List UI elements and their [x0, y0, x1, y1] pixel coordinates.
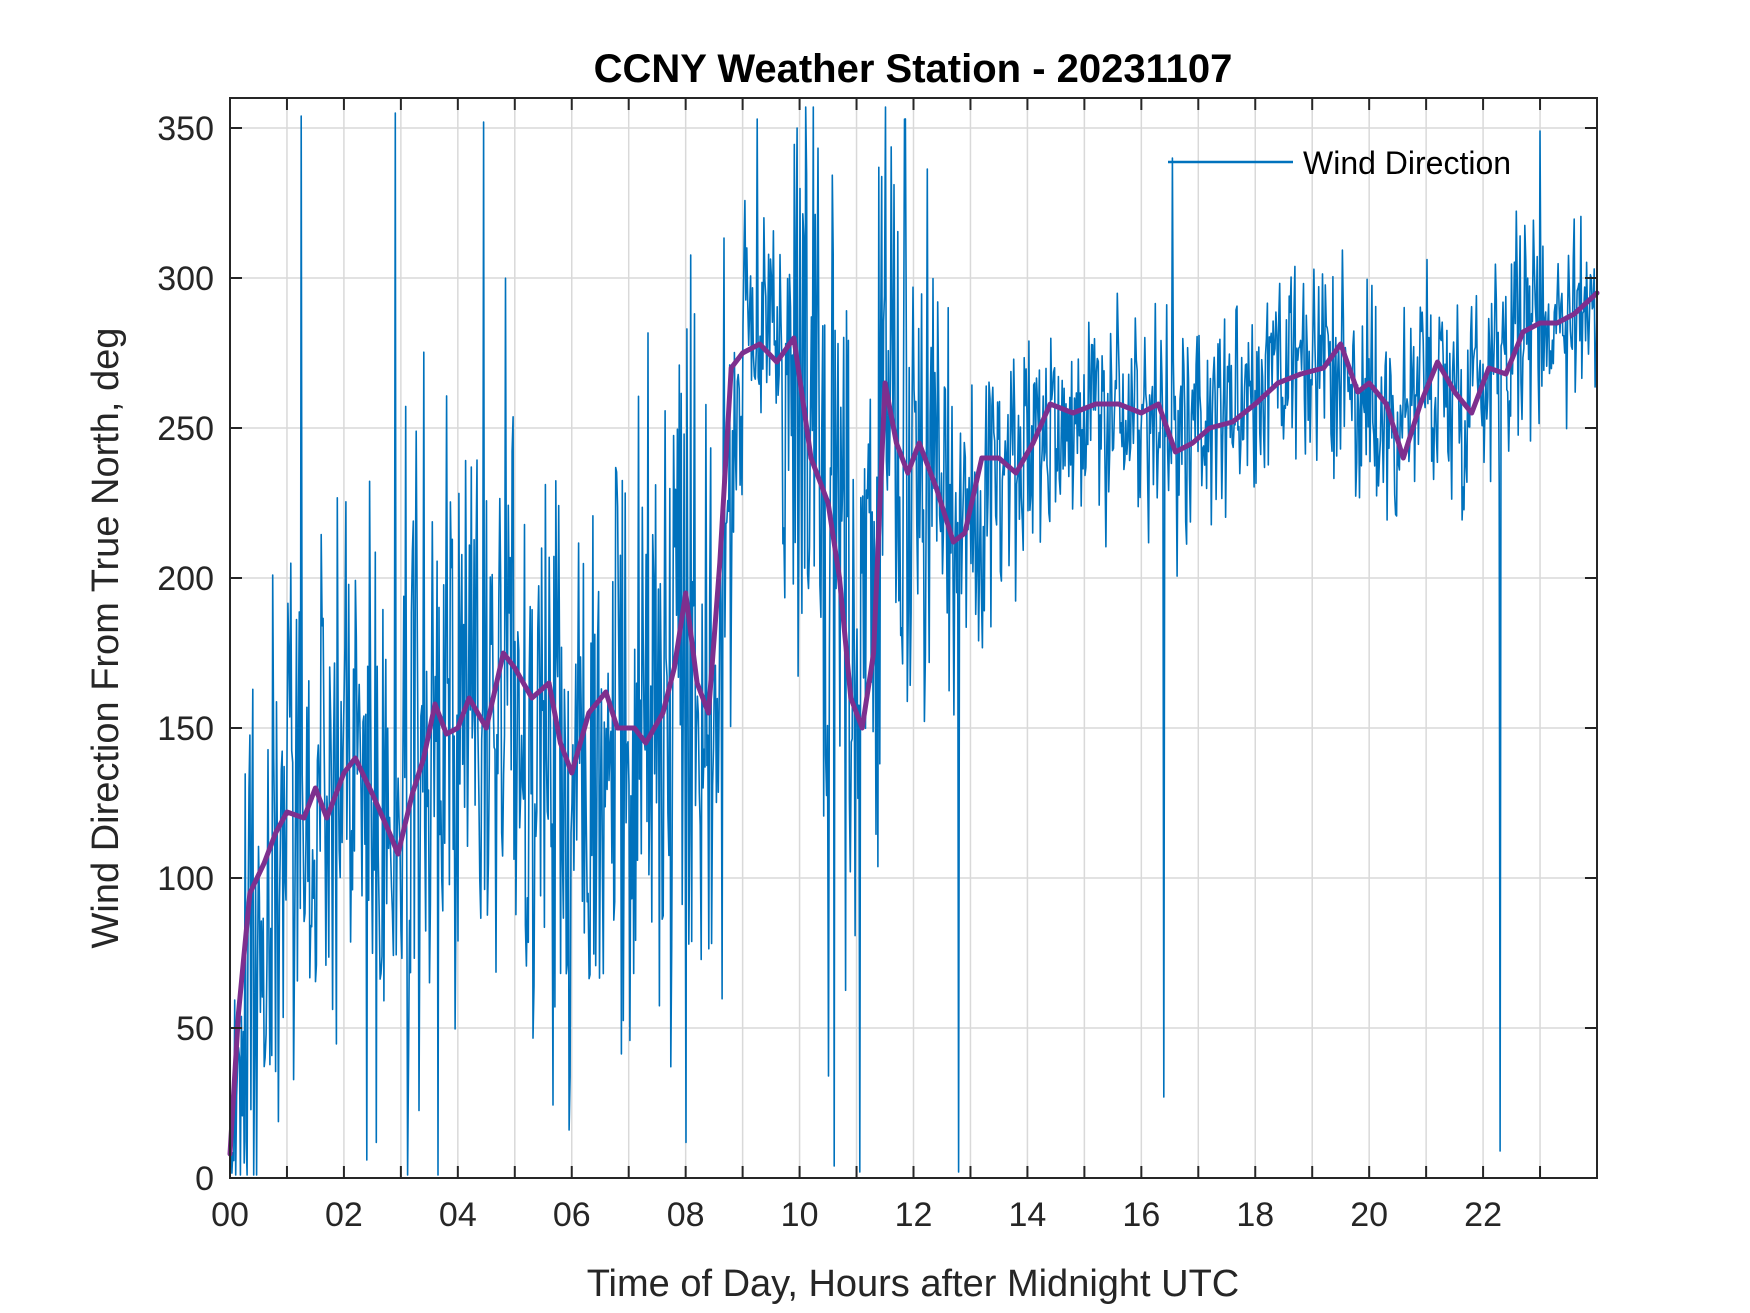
legend: Wind Direction — [1168, 145, 1511, 181]
x-tick-label: 12 — [895, 1196, 933, 1234]
legend-label-wind-direction: Wind Direction — [1303, 145, 1511, 181]
x-tick-label: 10 — [781, 1196, 819, 1234]
y-tick-label: 200 — [157, 560, 214, 598]
x-tick-label: 06 — [553, 1196, 591, 1234]
y-tick-label: 0 — [195, 1160, 214, 1198]
chart-title: CCNY Weather Station - 20231107 — [594, 47, 1233, 91]
x-tick-label: 22 — [1464, 1196, 1502, 1234]
x-tick-label: 02 — [325, 1196, 363, 1234]
tick-marks-and-labels: 00 02 04 06 08 10 12 14 16 18 20 22 0 50 100 150 200 250 3… — [157, 98, 1597, 1234]
x-tick-label: 20 — [1350, 1196, 1388, 1234]
y-tick-label: 250 — [157, 410, 214, 448]
y-tick-label: 350 — [157, 110, 214, 148]
y-tick-label: 100 — [157, 860, 214, 898]
smoothed-wind-direction-series — [227, 290, 1600, 1157]
x-tick-label: 14 — [1009, 1196, 1047, 1234]
y-axis-label: Wind Direction From True North, deg — [85, 328, 127, 949]
x-tick-label: 00 — [211, 1196, 249, 1234]
x-tick-label: 08 — [667, 1196, 705, 1234]
wind-direction-series — [229, 106, 1598, 1176]
y-tick-label: 150 — [157, 710, 214, 748]
y-tick-label: 300 — [157, 260, 214, 298]
x-tick-label: 18 — [1236, 1196, 1274, 1234]
x-tick-label: 16 — [1122, 1196, 1160, 1234]
y-tick-label: 50 — [176, 1010, 214, 1048]
x-tick-label: 04 — [439, 1196, 477, 1234]
x-axis-label: Time of Day, Hours after Midnight UTC — [587, 1263, 1240, 1305]
raw-series-group — [229, 106, 1598, 1176]
smoothed-series-group — [227, 290, 1600, 1157]
